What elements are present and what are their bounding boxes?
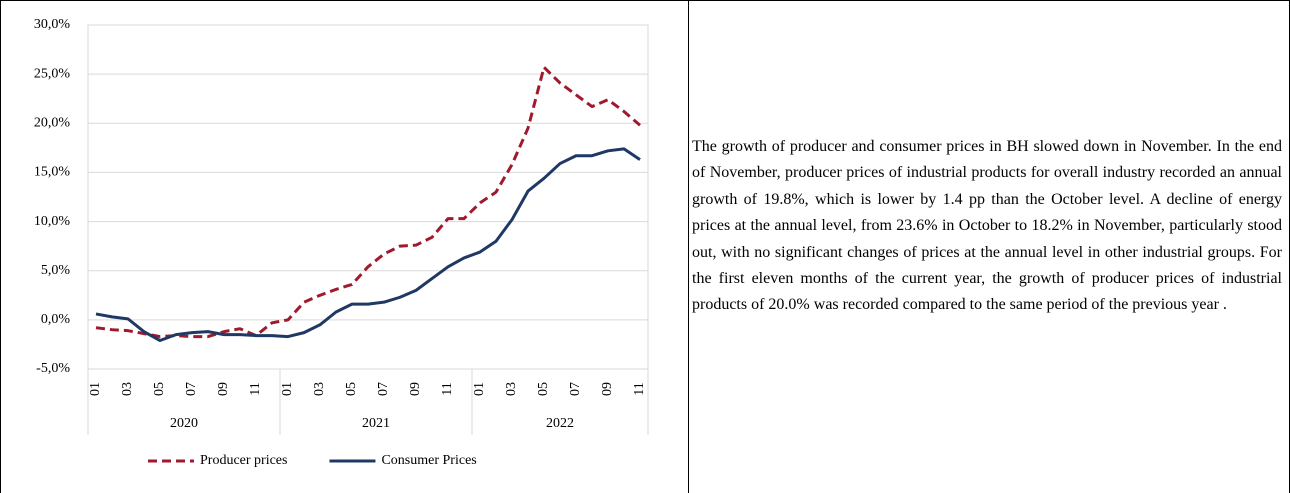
series-line xyxy=(95,65,641,339)
x-tick-label: 11 xyxy=(440,382,455,395)
series-line xyxy=(95,147,641,342)
plot-frame xyxy=(87,24,649,370)
legend-label: Producer prices xyxy=(200,453,287,468)
y-tick-label: 10,0% xyxy=(34,214,71,229)
x-tick-label: 01 xyxy=(88,382,103,396)
x-tick-label: 11 xyxy=(632,382,647,395)
y-tick-label: 15,0% xyxy=(34,165,71,180)
x-tick-label: 11 xyxy=(248,382,263,395)
y-tick-label: 30,0% xyxy=(34,17,71,32)
paragraph: The growth of producer and consumer pric… xyxy=(692,138,1282,314)
x-tick-label: 07 xyxy=(376,382,391,396)
x-group-label: 2022 xyxy=(546,416,574,431)
x-group-label: 2021 xyxy=(362,416,390,431)
x-tick-label: 05 xyxy=(152,382,167,396)
x-tick-label: 03 xyxy=(312,382,327,396)
x-tick-label: 07 xyxy=(568,382,583,396)
x-tick-label: 03 xyxy=(504,382,519,396)
x-tick-label: 03 xyxy=(120,382,135,396)
legend-label: Consumer Prices xyxy=(381,453,476,468)
y-tick-label: 0,0% xyxy=(41,312,71,327)
x-tick-label: 09 xyxy=(600,382,615,396)
y-tick-label: -5,0% xyxy=(36,361,70,376)
x-group-label: 2020 xyxy=(170,416,198,431)
x-tick-label: 07 xyxy=(184,382,199,396)
x-tick-label: 05 xyxy=(536,382,551,396)
x-tick-label: 05 xyxy=(344,382,359,396)
x-tick-label: 01 xyxy=(472,382,487,396)
y-tick-label: 20,0% xyxy=(34,116,71,131)
x-tick-label: 01 xyxy=(280,382,295,396)
x-tick-label: 09 xyxy=(408,382,423,396)
y-tick-label: 5,0% xyxy=(41,263,71,278)
y-tick-label: 25,0% xyxy=(34,66,71,81)
x-tick-label: 09 xyxy=(216,382,231,396)
